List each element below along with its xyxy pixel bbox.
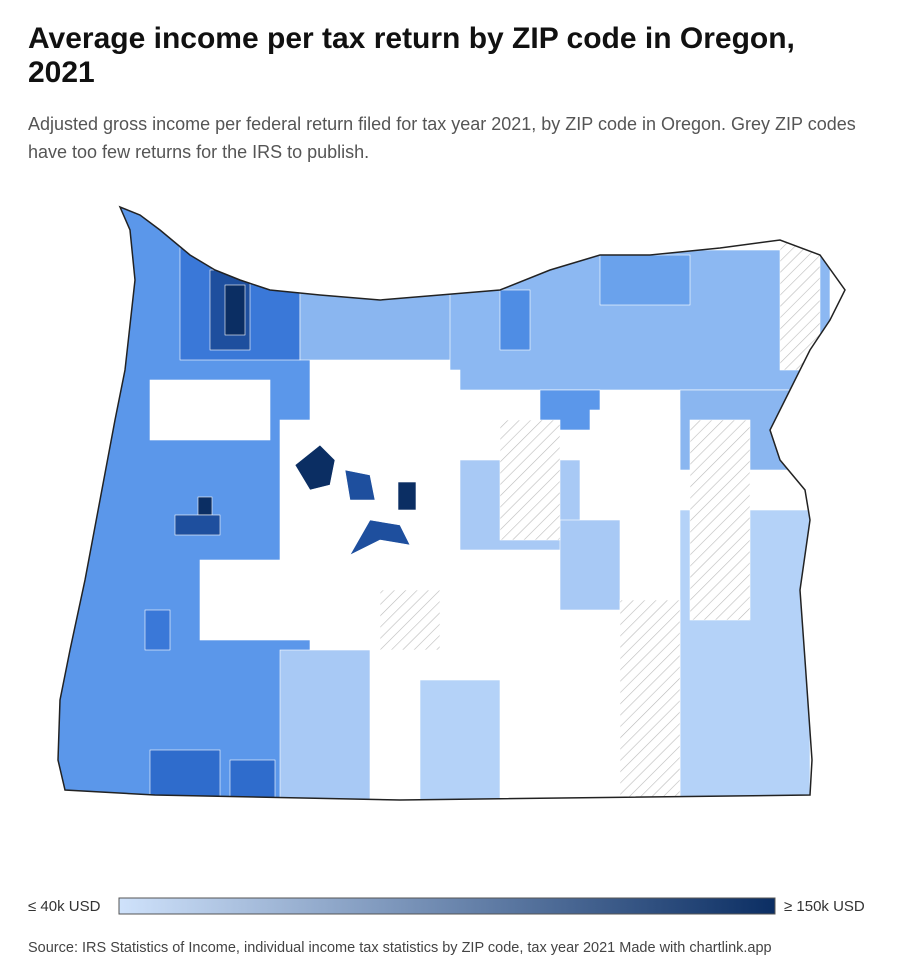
zip-region xyxy=(199,559,331,641)
map xyxy=(57,205,846,801)
zip-region xyxy=(149,749,221,800)
legend-bar xyxy=(118,897,776,915)
suppressed-zip xyxy=(689,419,751,621)
suppressed-zip xyxy=(379,589,441,651)
zip-region xyxy=(279,649,371,800)
zip-region xyxy=(344,469,376,501)
zip-region xyxy=(559,519,621,611)
zip-region xyxy=(224,284,246,336)
zip-region xyxy=(197,496,213,516)
source: Source: IRS Statistics of Income, indivi… xyxy=(28,940,772,956)
title: Average income per tax return by ZIP cod… xyxy=(28,22,795,89)
zip-region xyxy=(379,369,461,431)
zip-region xyxy=(499,289,531,351)
zip-region xyxy=(349,519,411,556)
zip-region xyxy=(419,679,501,800)
legend-max-label: ≥ 150k USD xyxy=(784,898,865,915)
suppressed-zip xyxy=(499,419,561,541)
zip-region xyxy=(174,514,221,536)
zip-region xyxy=(149,379,271,441)
zip-regions xyxy=(58,207,831,800)
state-outline xyxy=(57,205,846,801)
zip-region xyxy=(589,409,681,511)
legend-min-label: ≤ 40k USD xyxy=(28,898,101,915)
legend-gradient xyxy=(118,897,776,915)
zip-region xyxy=(294,444,336,491)
suppressed-zip xyxy=(619,599,681,800)
subtitle: Adjusted gross income per federal return… xyxy=(28,114,856,162)
suppressed-zip xyxy=(779,239,821,371)
zip-region xyxy=(229,759,276,800)
zip-region xyxy=(144,609,171,651)
zip-region xyxy=(599,254,691,306)
zip-region xyxy=(397,481,417,511)
